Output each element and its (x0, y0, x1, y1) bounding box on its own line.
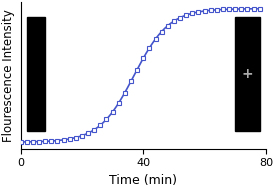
X-axis label: Time (min): Time (min) (109, 174, 177, 187)
Text: +: + (242, 67, 253, 81)
Y-axis label: Flourescence Intensity: Flourescence Intensity (2, 9, 15, 142)
